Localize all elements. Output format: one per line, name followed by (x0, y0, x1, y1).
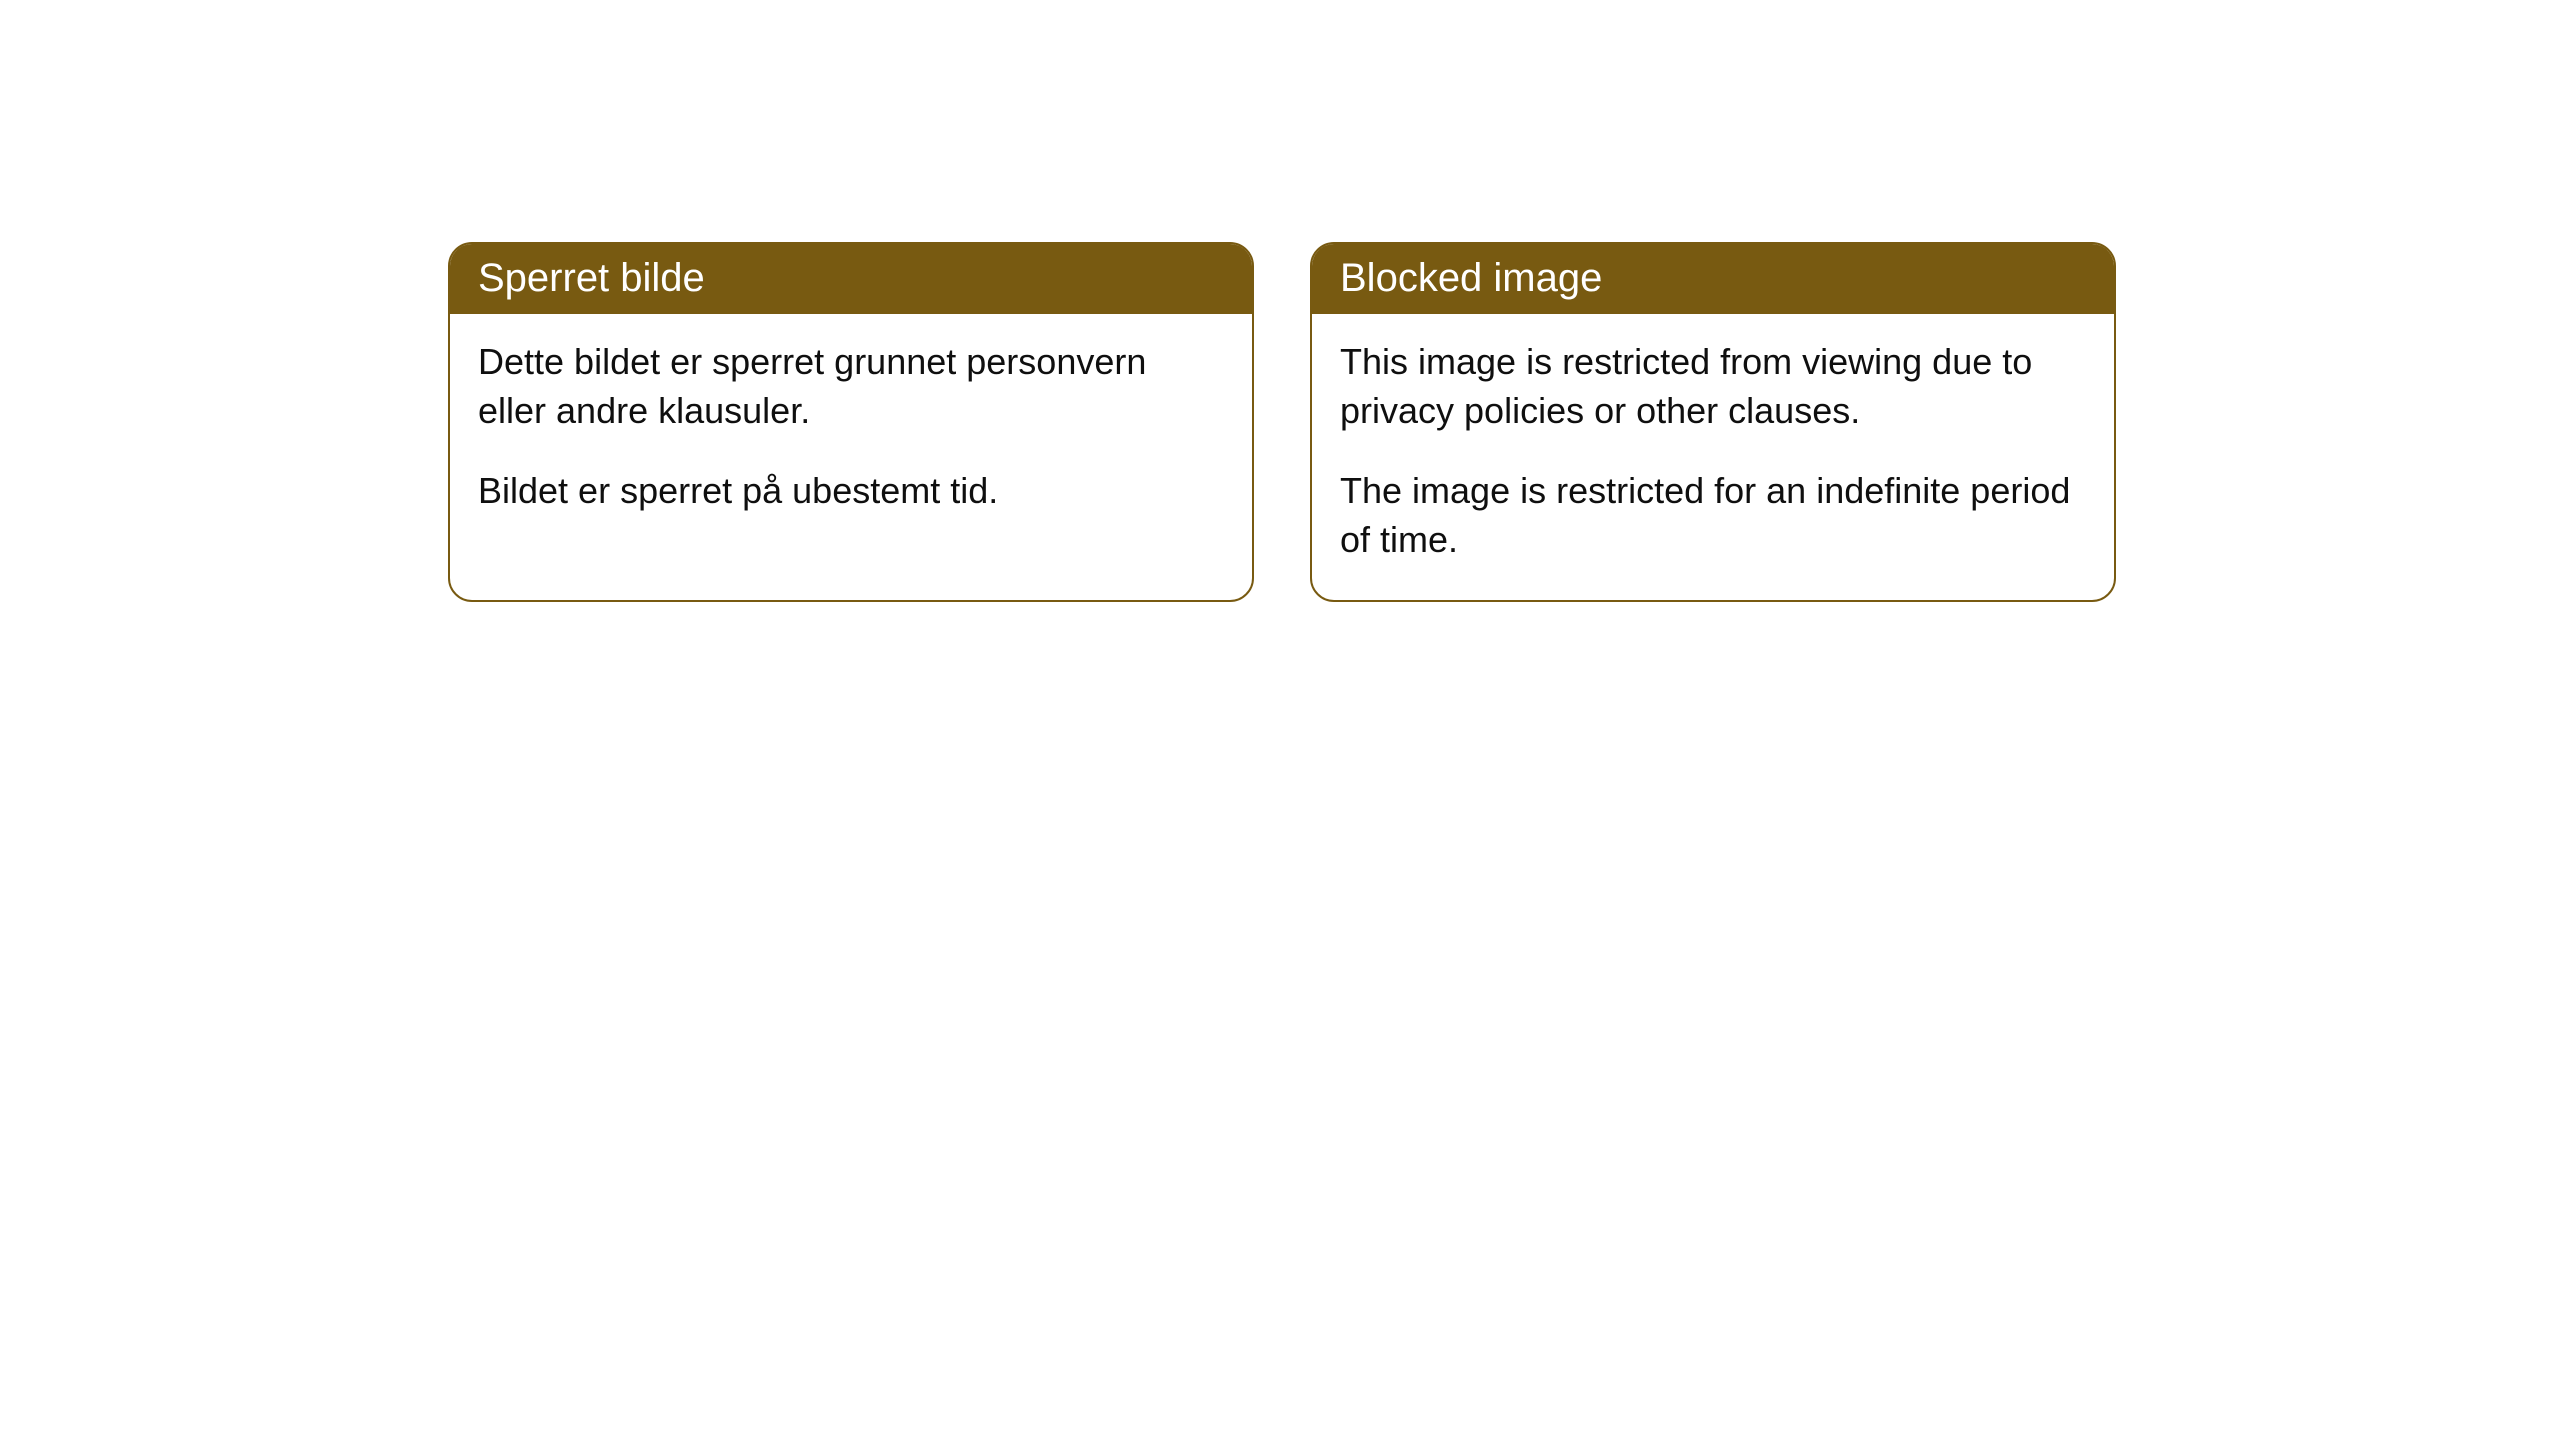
card-paragraph: Dette bildet er sperret grunnet personve… (478, 338, 1224, 435)
card-paragraph: The image is restricted for an indefinit… (1340, 467, 2086, 564)
notice-container: Sperret bilde Dette bildet er sperret gr… (0, 0, 2560, 602)
blocked-image-card-en: Blocked image This image is restricted f… (1310, 242, 2116, 602)
card-body: Dette bildet er sperret grunnet personve… (450, 314, 1252, 552)
card-title: Blocked image (1312, 244, 2114, 314)
card-title: Sperret bilde (450, 244, 1252, 314)
card-paragraph: Bildet er sperret på ubestemt tid. (478, 467, 1224, 516)
card-body: This image is restricted from viewing du… (1312, 314, 2114, 600)
blocked-image-card-no: Sperret bilde Dette bildet er sperret gr… (448, 242, 1254, 602)
card-paragraph: This image is restricted from viewing du… (1340, 338, 2086, 435)
